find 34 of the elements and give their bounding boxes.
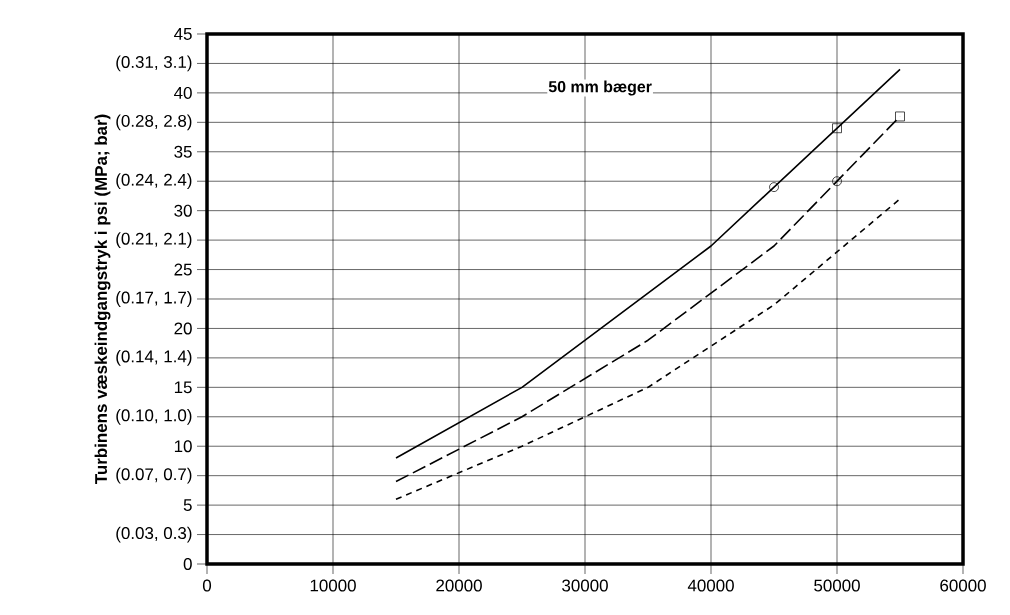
annotation: 50 mm bæger [548,80,652,96]
point [832,123,842,134]
y-tick-label: (0.21, 2.1) [116,232,192,248]
x-tick-label: 60000 [940,579,986,592]
y-tick-label: 10 [174,440,192,453]
y-tick-label: 5 [183,499,192,512]
x-tick-label: 20000 [436,579,482,592]
y-tick-label: 25 [174,263,192,276]
x-tick-label: 50000 [814,579,860,592]
y-tick-label: 45 [174,28,192,40]
x-tick-label: 30000 [562,579,608,592]
y-tick-label: 15 [174,381,192,394]
y-tick-label: 35 [174,145,192,158]
x-tick-label: 40000 [687,579,734,592]
y-tick-label: 40 [174,86,192,99]
y-tick-label: (0.24, 2.4) [116,173,192,190]
y-axis-title: Turbinens væskeindgangstryk i psi (MPa; bar) [94,114,111,485]
y-tick-label: 30 [174,204,192,217]
x-tick-label: 10000 [310,579,356,592]
y-tick-label: (0.14, 1.4) [116,350,192,366]
line-series [395,198,901,501]
y-tick-label: (0.31, 3.1) [116,55,192,72]
y-tick-label: 0 [183,558,192,570]
y-tick-label: (0.28, 2.8) [116,114,192,131]
point [769,182,779,192]
y-tick-label: (0.17, 1.7) [116,291,192,307]
y-tick-label: (0.03, 0.3) [116,526,192,543]
y-tick-label: 20 [174,322,192,335]
point [832,176,842,187]
y-tick-label: (0.10, 1.0) [116,408,192,425]
point [895,111,905,122]
x-tick-label: 0 [202,579,212,592]
y-tick-label: (0.07, 0.7) [116,467,192,484]
line-series [395,68,901,459]
